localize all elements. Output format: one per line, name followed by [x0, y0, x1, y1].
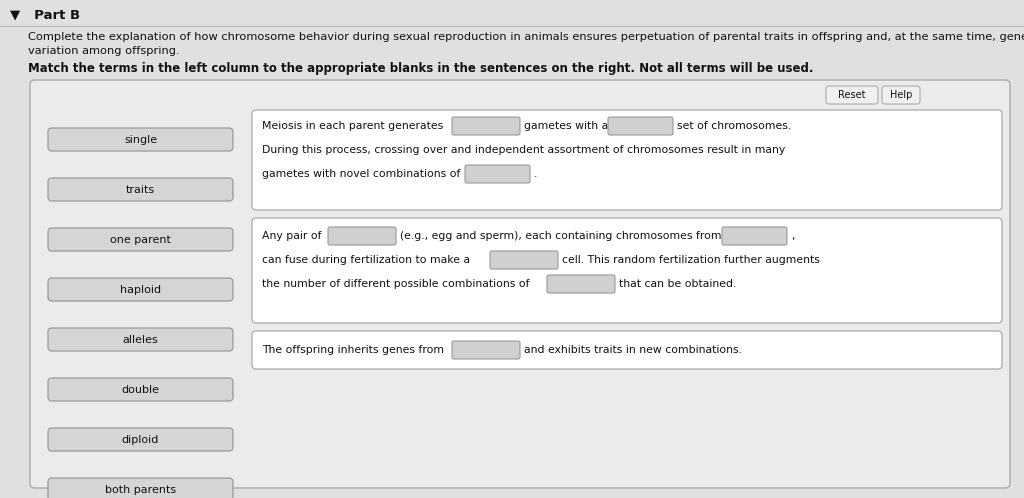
FancyBboxPatch shape [48, 428, 233, 451]
Text: both parents: both parents [104, 485, 176, 495]
FancyBboxPatch shape [608, 117, 673, 135]
Text: and exhibits traits in new combinations.: and exhibits traits in new combinations. [524, 345, 742, 355]
Text: can fuse during fertilization to make a: can fuse during fertilization to make a [262, 255, 470, 265]
Text: During this process, crossing over and independent assortment of chromosomes res: During this process, crossing over and i… [262, 145, 785, 155]
FancyBboxPatch shape [48, 328, 233, 351]
FancyBboxPatch shape [328, 227, 396, 245]
FancyBboxPatch shape [252, 110, 1002, 210]
Text: gametes with a: gametes with a [524, 121, 608, 131]
Text: gametes with novel combinations of: gametes with novel combinations of [262, 169, 461, 179]
Text: variation among offspring.: variation among offspring. [28, 46, 179, 56]
Text: Match the terms in the left column to the appropriate blanks in the sentences on: Match the terms in the left column to th… [28, 62, 813, 75]
Text: The offspring inherits genes from: The offspring inherits genes from [262, 345, 444, 355]
FancyBboxPatch shape [48, 278, 233, 301]
FancyBboxPatch shape [252, 331, 1002, 369]
FancyBboxPatch shape [490, 251, 558, 269]
Text: Help: Help [890, 90, 912, 100]
FancyBboxPatch shape [30, 80, 1010, 488]
Text: that can be obtained.: that can be obtained. [618, 279, 736, 289]
FancyBboxPatch shape [48, 378, 233, 401]
FancyBboxPatch shape [722, 227, 787, 245]
Text: ,: , [791, 231, 795, 241]
FancyBboxPatch shape [452, 341, 520, 359]
Text: .: . [534, 169, 538, 179]
FancyBboxPatch shape [465, 165, 530, 183]
Text: one parent: one parent [110, 235, 171, 245]
Text: Meiosis in each parent generates: Meiosis in each parent generates [262, 121, 443, 131]
FancyBboxPatch shape [882, 86, 920, 104]
Text: traits: traits [126, 184, 155, 195]
Text: the number of different possible combinations of: the number of different possible combina… [262, 279, 529, 289]
Text: single: single [124, 134, 157, 144]
FancyBboxPatch shape [48, 178, 233, 201]
FancyBboxPatch shape [48, 228, 233, 251]
FancyBboxPatch shape [452, 117, 520, 135]
Text: Complete the explanation of how chromosome behavior during sexual reproduction i: Complete the explanation of how chromoso… [28, 32, 1024, 42]
FancyBboxPatch shape [252, 218, 1002, 323]
FancyBboxPatch shape [48, 478, 233, 498]
Text: double: double [122, 384, 160, 394]
FancyBboxPatch shape [547, 275, 615, 293]
Text: alleles: alleles [123, 335, 159, 345]
Text: haploid: haploid [120, 284, 161, 294]
Text: Reset: Reset [839, 90, 865, 100]
FancyBboxPatch shape [826, 86, 878, 104]
Text: Any pair of: Any pair of [262, 231, 322, 241]
Text: set of chromosomes.: set of chromosomes. [677, 121, 792, 131]
Text: cell. This random fertilization further augments: cell. This random fertilization further … [562, 255, 820, 265]
Text: diploid: diploid [122, 434, 159, 445]
FancyBboxPatch shape [48, 128, 233, 151]
Text: ▼   Part B: ▼ Part B [10, 8, 80, 21]
Text: (e.g., egg and sperm), each containing chromosomes from: (e.g., egg and sperm), each containing c… [400, 231, 722, 241]
